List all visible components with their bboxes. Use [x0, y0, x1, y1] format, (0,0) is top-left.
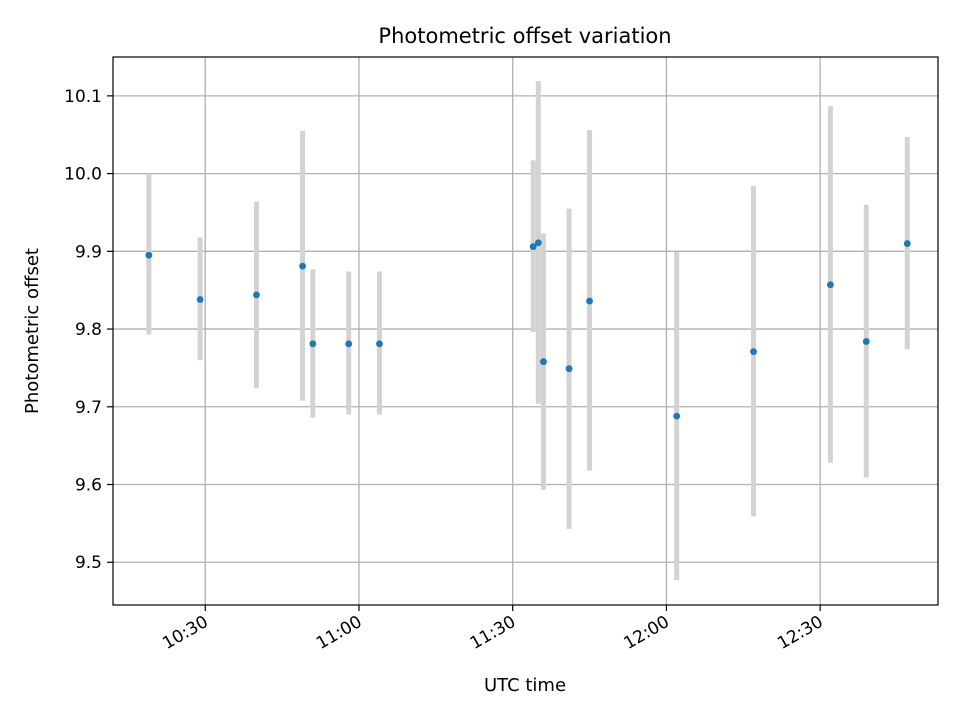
data-point: [565, 365, 573, 373]
data-point: [673, 412, 681, 420]
y-tick-label: 10.0: [64, 165, 102, 185]
data-point: [345, 340, 353, 348]
y-tick-label: 10.1: [64, 87, 102, 107]
y-tick-label: 9.6: [75, 476, 102, 496]
y-axis-title: Photometric offset: [22, 248, 43, 414]
data-point: [529, 243, 537, 251]
y-tick-label: 9.7: [75, 398, 102, 418]
y-axis-ticks: 9.5 9.6 9.7 9.8 9.9 10.0 10.1: [64, 87, 113, 573]
data-point: [826, 281, 834, 289]
data-point: [376, 340, 383, 348]
data-point: [145, 251, 153, 259]
plot-frame: [112, 56, 939, 606]
data-points: [145, 239, 911, 420]
data-point: [862, 338, 870, 345]
data-point: [750, 348, 757, 355]
data-point: [196, 296, 204, 303]
data-point: [903, 240, 911, 247]
data-point: [299, 262, 306, 270]
data-point: [586, 297, 593, 305]
y-tick-label: 9.9: [75, 242, 102, 262]
y-tick-label: 9.8: [75, 320, 102, 340]
data-point: [253, 291, 260, 299]
data-point: [534, 239, 542, 247]
y-tick-label: 9.5: [75, 553, 102, 573]
data-point: [540, 358, 547, 366]
chart-title: Photometric offset variation: [378, 24, 671, 48]
data-point: [309, 340, 317, 348]
grid-lines: [113, 57, 938, 605]
x-axis-title: UTC time: [484, 675, 566, 696]
